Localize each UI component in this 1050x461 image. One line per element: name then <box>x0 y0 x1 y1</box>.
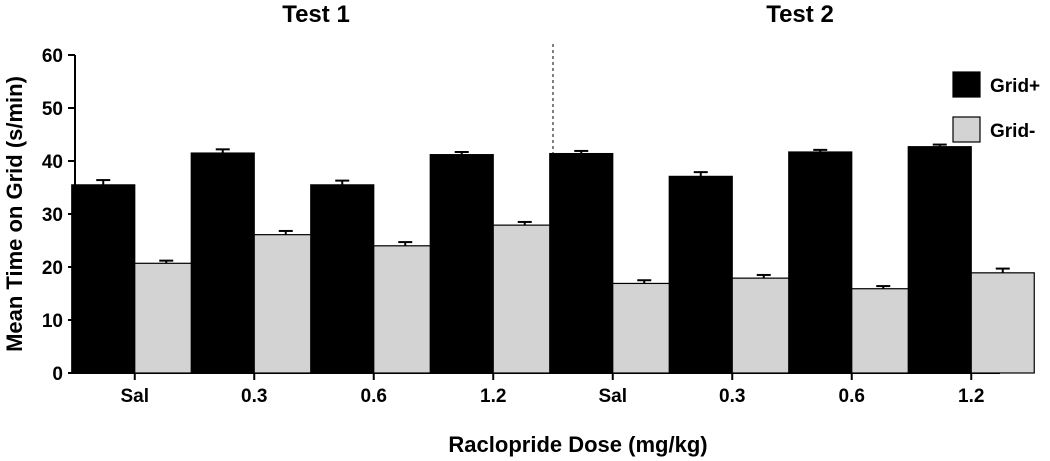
bar-test1-grid-plus-1 <box>190 152 255 374</box>
x-tick-label: Sal <box>120 386 149 407</box>
bar-test2-grid-minus-3 <box>970 272 1035 374</box>
x-tick-label: Sal <box>598 386 627 407</box>
x-ticks: Sal 0.3 0.6 1.2 Sal 0.3 0.6 1.2 <box>120 373 984 407</box>
legend-label-grid-plus: Grid+ <box>990 76 1040 97</box>
y-tick-label: 10 <box>42 311 63 332</box>
bar-test2-grid-plus-0 <box>549 152 614 374</box>
legend-label-grid-minus: Grid- <box>990 121 1035 142</box>
bar-test2-grid-minus-2 <box>851 288 916 374</box>
x-tick-label: 1.2 <box>480 386 506 407</box>
panel-title-test-2: Test 2 <box>766 1 834 28</box>
bar-test2-grid-minus-1 <box>731 277 796 374</box>
bar-test1-grid-minus-1 <box>253 234 318 374</box>
y-tick-label: 40 <box>42 152 63 173</box>
y-tick-label: 50 <box>42 99 63 120</box>
legend: Grid+ Grid- <box>952 71 1040 143</box>
bar-test2-grid-plus-1 <box>668 175 733 374</box>
y-axis-label: Mean Time on Grid (s/min) <box>2 76 27 352</box>
x-tick-label: 1.2 <box>958 386 984 407</box>
bar-test1-grid-minus-3 <box>492 224 557 374</box>
x-tick-label: 0.6 <box>361 386 387 407</box>
x-tick-label: 0.3 <box>241 386 267 407</box>
bar-test2-grid-plus-2 <box>788 151 853 374</box>
y-tick-label: 30 <box>42 205 63 226</box>
legend-swatch-grid-plus <box>952 71 981 98</box>
bar-test1-grid-plus-3 <box>429 154 494 374</box>
bar-test1-grid-plus-2 <box>310 184 375 374</box>
x-tick-label: 0.3 <box>719 386 745 407</box>
y-tick-label: 20 <box>42 258 63 279</box>
x-tick-label: 0.6 <box>839 386 865 407</box>
legend-swatch-grid-minus <box>952 116 981 143</box>
y-tick-label: 0 <box>52 364 63 385</box>
bar-test1-grid-plus-0 <box>71 184 136 374</box>
bar-test2-grid-minus-0 <box>612 282 677 374</box>
bar-test1-grid-minus-2 <box>373 245 438 374</box>
x-axis-label: Raclopride Dose (mg/kg) <box>448 432 707 457</box>
bar-test1-grid-minus-0 <box>134 262 199 374</box>
bars <box>71 143 1035 374</box>
y-ticks: 0 10 20 30 40 50 60 <box>42 46 75 385</box>
panel-title-test-1: Test 1 <box>282 1 350 28</box>
bar-test2-grid-plus-3 <box>907 146 972 374</box>
y-tick-label: 60 <box>42 46 63 67</box>
